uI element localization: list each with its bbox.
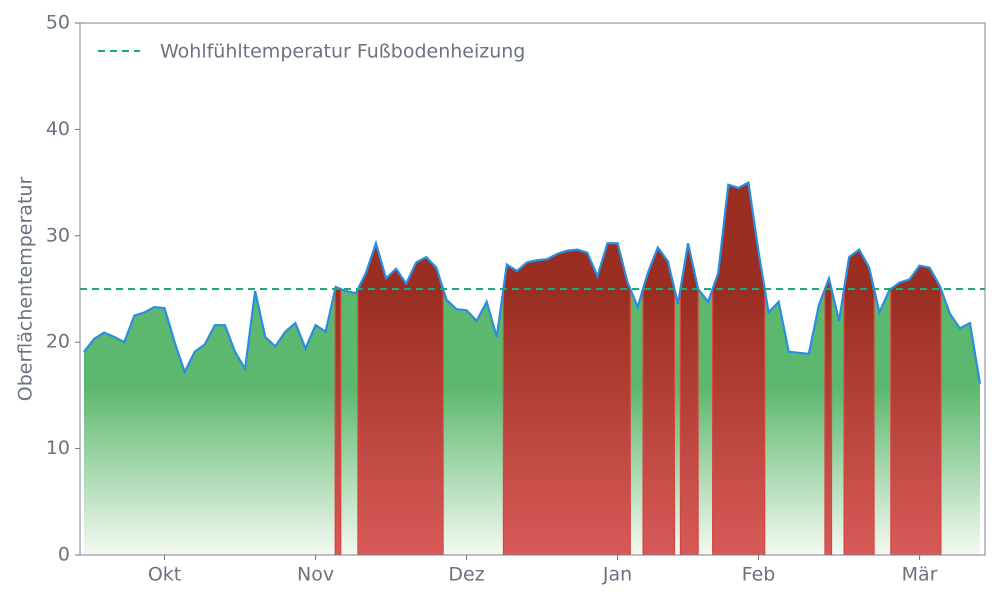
y-tick-label: 10: [46, 437, 70, 459]
line: [83, 180, 982, 384]
x-tick-label: Mär: [902, 564, 938, 586]
y-tick-label: 30: [46, 224, 70, 246]
area-above: [335, 182, 941, 555]
y-tick-label: 40: [46, 118, 70, 140]
legend-label: Wohlfühltemperatur Fußbodenheizung: [160, 41, 525, 63]
y-tick-label: 50: [46, 12, 70, 34]
plot-frame: [79, 22, 986, 556]
y-tick-label: 0: [58, 544, 70, 566]
x-tick-label: Feb: [742, 564, 776, 586]
y-tick-label: 20: [46, 331, 70, 353]
x-tick-label: Okt: [148, 564, 181, 586]
x-tick-label: Nov: [297, 564, 334, 586]
y-axis-label: Oberflächentemperatur: [15, 177, 37, 402]
x-tick-label: Jan: [602, 564, 632, 586]
x-tick-label: Dez: [448, 564, 484, 586]
